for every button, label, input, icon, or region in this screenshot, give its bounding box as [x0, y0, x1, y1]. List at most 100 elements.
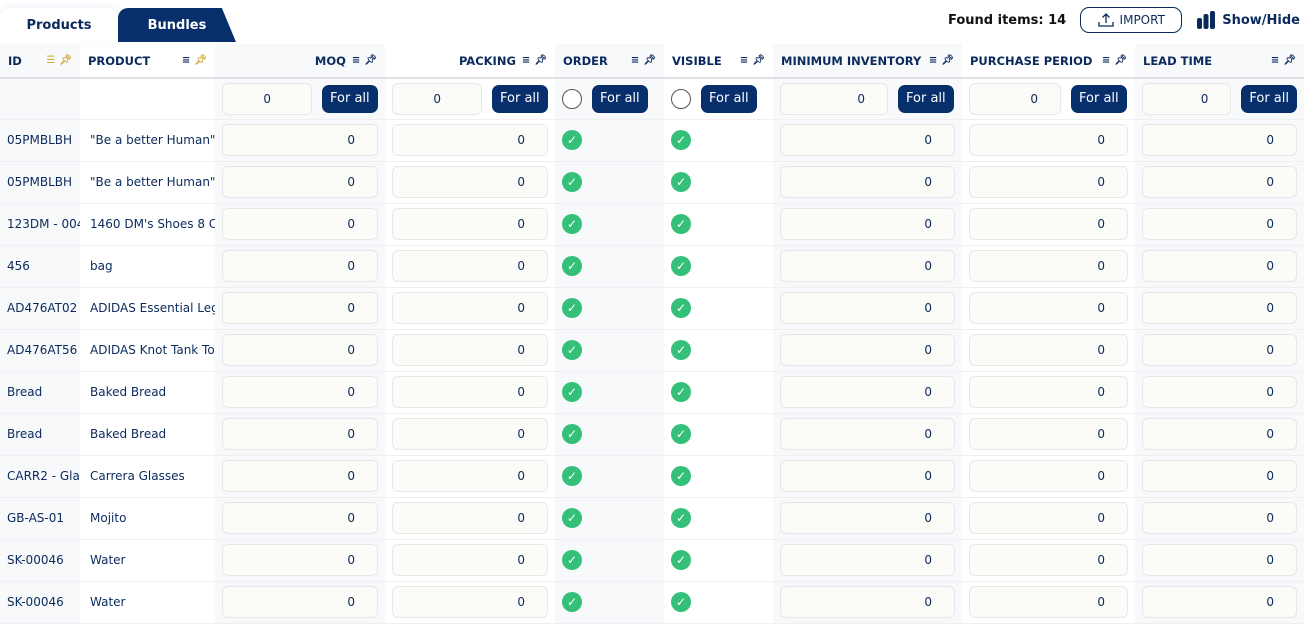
number-input[interactable]: 0 [392, 376, 548, 408]
column-header[interactable]: MOQ ≡ 📌︎ [215, 44, 385, 79]
number-input[interactable]: 0 [1142, 208, 1297, 240]
show-hide-button[interactable]: Show/Hide [1196, 10, 1300, 30]
number-input[interactable]: 0 [222, 208, 378, 240]
number-input[interactable]: 0 [392, 334, 548, 366]
number-input[interactable]: 0 [969, 124, 1128, 156]
number-input[interactable]: 0 [1142, 418, 1297, 450]
checked-icon[interactable]: ✓ [671, 508, 691, 528]
pin-icon[interactable]: 📌︎ [194, 55, 207, 66]
sort-icon[interactable]: ≡ [739, 55, 749, 66]
checked-icon[interactable]: ✓ [671, 466, 691, 486]
table-row[interactable]: SK-00046 Water 0 0 ✓ ✓ 0 0 0 [0, 581, 1304, 624]
sort-icon[interactable]: ≡ [630, 55, 640, 66]
for-all-button[interactable]: For all [1241, 84, 1297, 113]
sort-icon[interactable]: ≡ [181, 55, 191, 66]
number-input[interactable]: 0 [222, 166, 378, 198]
number-input[interactable]: 0 [1142, 586, 1297, 618]
checked-icon[interactable]: ✓ [562, 298, 582, 318]
sort-icon[interactable]: ☰ [46, 55, 56, 66]
min-inventory-for-all-input[interactable]: 0 [780, 82, 888, 115]
number-input[interactable]: 0 [969, 334, 1128, 366]
column-header[interactable]: PACKING ≡ 📌︎ [385, 44, 555, 79]
number-input[interactable]: 0 [1142, 334, 1297, 366]
pin-icon[interactable]: 📌︎ [1114, 55, 1127, 66]
number-input[interactable]: 0 [780, 502, 955, 534]
number-input[interactable]: 0 [1142, 544, 1297, 576]
column-header[interactable]: ORDER ≡ 📌︎ [555, 44, 664, 79]
number-input[interactable]: 0 [969, 166, 1128, 198]
number-input[interactable]: 0 [969, 292, 1128, 324]
checked-icon[interactable]: ✓ [562, 550, 582, 570]
pin-icon[interactable]: 📌︎ [941, 55, 954, 66]
table-row[interactable]: 123DM - 004 1460 DM's Shoes 8 Cl 0 0 ✓ ✓ 0 0 0 [0, 203, 1304, 246]
checked-icon[interactable]: ✓ [562, 172, 582, 192]
checked-icon[interactable]: ✓ [562, 214, 582, 234]
number-input[interactable]: 0 [969, 460, 1128, 492]
pin-icon[interactable]: 📌︎ [59, 55, 72, 66]
pin-icon[interactable]: 📌︎ [1283, 55, 1296, 66]
number-input[interactable]: 0 [392, 586, 548, 618]
column-header[interactable]: LEAD TIME ≡ 📌︎ [1135, 44, 1304, 79]
number-input[interactable]: 0 [780, 544, 955, 576]
tab-products[interactable]: Products [0, 8, 118, 42]
column-header[interactable]: PURCHASE PERIOD ≡ 📌︎ [962, 44, 1135, 79]
number-input[interactable]: 0 [1142, 376, 1297, 408]
table-row[interactable]: AD476AT56 ADIDAS Knot Tank To 0 0 ✓ ✓ 0 0 0 [0, 329, 1304, 372]
number-input[interactable]: 0 [222, 460, 378, 492]
checked-icon[interactable]: ✓ [562, 592, 582, 612]
number-input[interactable]: 0 [1142, 502, 1297, 534]
number-input[interactable]: 0 [392, 124, 548, 156]
number-input[interactable]: 0 [392, 292, 548, 324]
number-input[interactable]: 0 [222, 502, 378, 534]
number-input[interactable]: 0 [222, 334, 378, 366]
checked-icon[interactable]: ✓ [671, 256, 691, 276]
number-input[interactable]: 0 [222, 250, 378, 282]
checked-icon[interactable]: ✓ [671, 382, 691, 402]
column-header[interactable]: VISIBLE ≡ 📌︎ [664, 44, 773, 79]
number-input[interactable]: 0 [392, 460, 548, 492]
pin-icon[interactable]: 📌︎ [643, 55, 656, 66]
number-input[interactable]: 0 [222, 586, 378, 618]
moq-for-all-input[interactable]: 0 [222, 82, 312, 115]
checked-icon[interactable]: ✓ [671, 298, 691, 318]
purchase-period-for-all-input[interactable]: 0 [969, 82, 1061, 115]
for-all-button[interactable]: For all [701, 84, 757, 113]
number-input[interactable]: 0 [780, 208, 955, 240]
table-row[interactable]: 05PMBLBH "Be a better Human" 0 0 ✓ ✓ 0 0 0 [0, 161, 1304, 204]
number-input[interactable]: 0 [222, 418, 378, 450]
number-input[interactable]: 0 [969, 418, 1128, 450]
table-row[interactable]: Bread Baked Bread 0 0 ✓ ✓ 0 0 0 [0, 413, 1304, 456]
number-input[interactable]: 0 [780, 460, 955, 492]
number-input[interactable]: 0 [392, 250, 548, 282]
tab-bundles[interactable]: Bundles [118, 8, 236, 42]
column-header[interactable]: PRODUCT ≡ 📌︎ [80, 44, 215, 79]
pin-icon[interactable]: 📌︎ [534, 55, 547, 66]
number-input[interactable]: 0 [780, 166, 955, 198]
number-input[interactable]: 0 [392, 544, 548, 576]
checked-icon[interactable]: ✓ [671, 214, 691, 234]
for-all-button[interactable]: For all [492, 84, 548, 113]
for-all-button[interactable]: For all [898, 84, 954, 113]
table-row[interactable]: AD476AT02 ADIDAS Essential Leg 0 0 ✓ ✓ 0 0 0 [0, 287, 1304, 330]
checked-icon[interactable]: ✓ [562, 382, 582, 402]
checked-icon[interactable]: ✓ [671, 424, 691, 444]
number-input[interactable]: 0 [969, 502, 1128, 534]
number-input[interactable]: 0 [780, 334, 955, 366]
number-input[interactable]: 0 [1142, 250, 1297, 282]
number-input[interactable]: 0 [969, 376, 1128, 408]
table-row[interactable]: GB-AS-01 Mojito 0 0 ✓ ✓ 0 0 0 [0, 497, 1304, 540]
number-input[interactable]: 0 [1142, 166, 1297, 198]
number-input[interactable]: 0 [392, 418, 548, 450]
checked-icon[interactable]: ✓ [562, 424, 582, 444]
checked-icon[interactable]: ✓ [671, 130, 691, 150]
checked-icon[interactable]: ✓ [562, 340, 582, 360]
packing-for-all-input[interactable]: 0 [392, 82, 482, 115]
checked-icon[interactable]: ✓ [671, 550, 691, 570]
for-all-button[interactable]: For all [322, 84, 378, 113]
number-input[interactable]: 0 [780, 586, 955, 618]
number-input[interactable]: 0 [969, 586, 1128, 618]
number-input[interactable]: 0 [780, 250, 955, 282]
table-row[interactable]: Bread Baked Bread 0 0 ✓ ✓ 0 0 0 [0, 371, 1304, 414]
sort-icon[interactable]: ≡ [1270, 55, 1280, 66]
order-for-all-checkbox[interactable] [562, 88, 582, 109]
